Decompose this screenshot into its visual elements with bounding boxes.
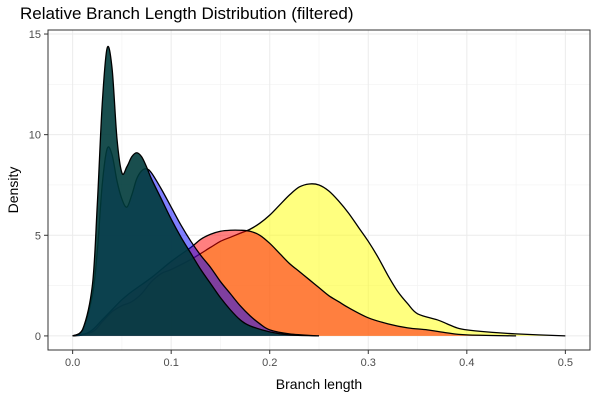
x-tick-label: 0.5 [558, 357, 573, 369]
y-tick-label: 10 [29, 130, 41, 142]
tick-layer: 0.0 0.1 0.2 0.3 0.4 0.5 0 5 10 15 [29, 29, 573, 369]
x-tick-label: 0.1 [164, 357, 179, 369]
y-tick-label: 5 [35, 230, 41, 242]
density-line-3 [72, 45, 320, 337]
series-layer [72, 45, 566, 337]
x-tick-label: 0.3 [361, 357, 376, 369]
y-tick-label: 0 [35, 331, 41, 343]
x-tick-label: 0.2 [262, 357, 277, 369]
x-tick-label: 0.0 [65, 357, 80, 369]
chart-title: Relative Branch Length Distribution (fil… [20, 4, 354, 23]
y-axis-title: Density [5, 167, 21, 214]
panel-border [47, 29, 591, 351]
density-area-3 [72, 46, 319, 336]
y-tick-label: 15 [29, 29, 41, 41]
x-axis-title: Branch length [276, 376, 362, 392]
x-tick-label: 0.4 [459, 357, 474, 369]
